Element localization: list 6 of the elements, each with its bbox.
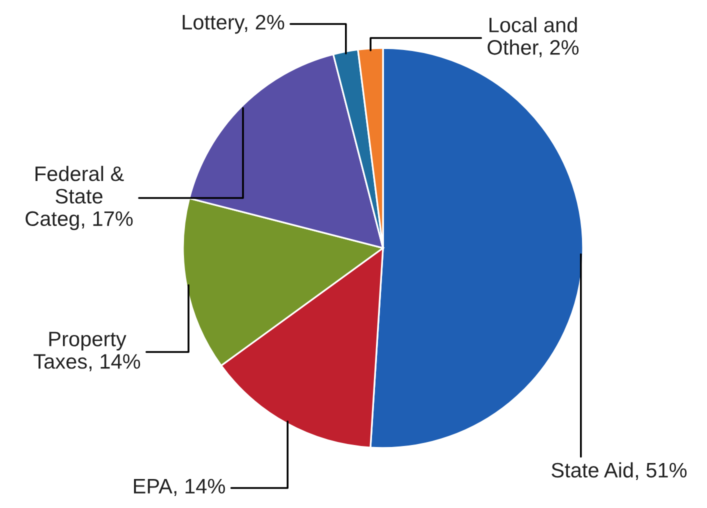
slice-label: EPA, 14% [134, 478, 225, 496]
slice-label: Federal & State Categ, 17% [26, 166, 133, 230]
slice-label: State Aid, 51% [552, 462, 687, 480]
slice-label: Property Taxes, 14% [34, 332, 140, 372]
slice-label: Lottery, 2% [182, 14, 284, 34]
slice-label: Local and Other, 2% [488, 17, 579, 58]
